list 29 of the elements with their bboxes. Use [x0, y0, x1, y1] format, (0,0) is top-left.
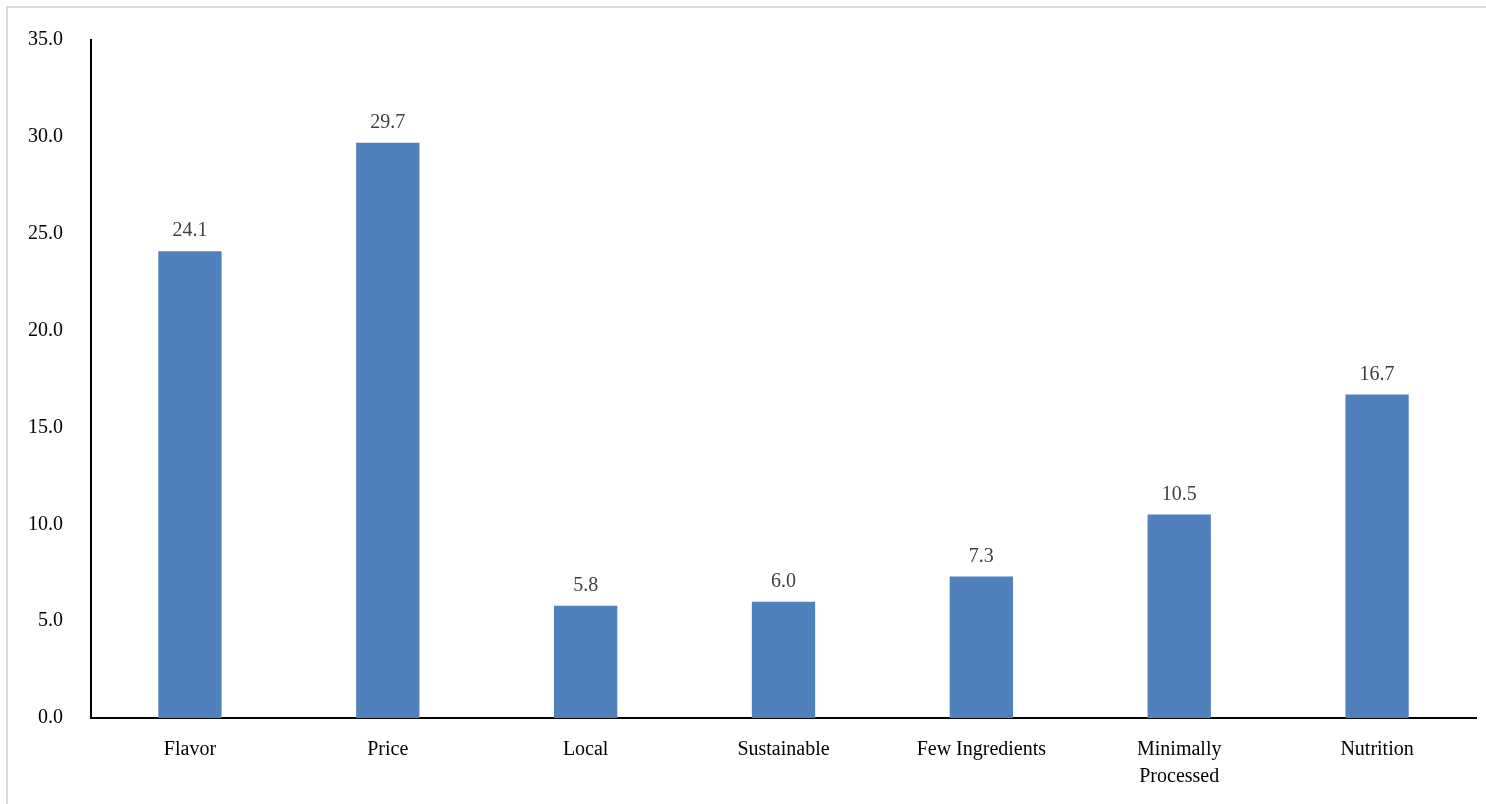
y-tick-label: 25.0 — [28, 220, 63, 243]
y-tick-label: 35.0 — [28, 27, 63, 50]
y-tick-label: 15.0 — [28, 414, 63, 437]
bar — [949, 576, 1014, 718]
y-tick-label: 5.0 — [38, 608, 63, 631]
x-tick-label: Nutrition — [1340, 736, 1414, 759]
bar — [1147, 514, 1211, 718]
x-tick-label: Few Ingredients — [916, 736, 1047, 760]
data-label: 16.7 — [1359, 361, 1395, 384]
data-label: 29.7 — [370, 109, 406, 132]
y-tick-label: 10.0 — [28, 511, 63, 534]
data-label: 5.8 — [573, 572, 599, 595]
y-tick-label: 30.0 — [28, 124, 63, 147]
data-label: 24.1 — [172, 218, 208, 241]
bar — [158, 251, 222, 718]
x-tick-label: Price — [367, 736, 409, 759]
bar — [356, 142, 420, 718]
x-tick-label: Minimally Processed — [1136, 736, 1222, 786]
x-tick-label: Sustainable — [737, 736, 830, 759]
bar — [1345, 394, 1409, 718]
data-label: 6.0 — [771, 569, 796, 592]
data-label: 10.5 — [1161, 481, 1197, 504]
bar — [751, 601, 816, 718]
bar — [553, 605, 618, 718]
data-label: 7.3 — [968, 543, 994, 566]
x-tick-label: Flavor — [163, 736, 217, 759]
y-tick-label: 20.0 — [28, 317, 63, 340]
y-tick-label: 0.0 — [38, 705, 63, 728]
x-tick-label: Local — [562, 736, 609, 759]
